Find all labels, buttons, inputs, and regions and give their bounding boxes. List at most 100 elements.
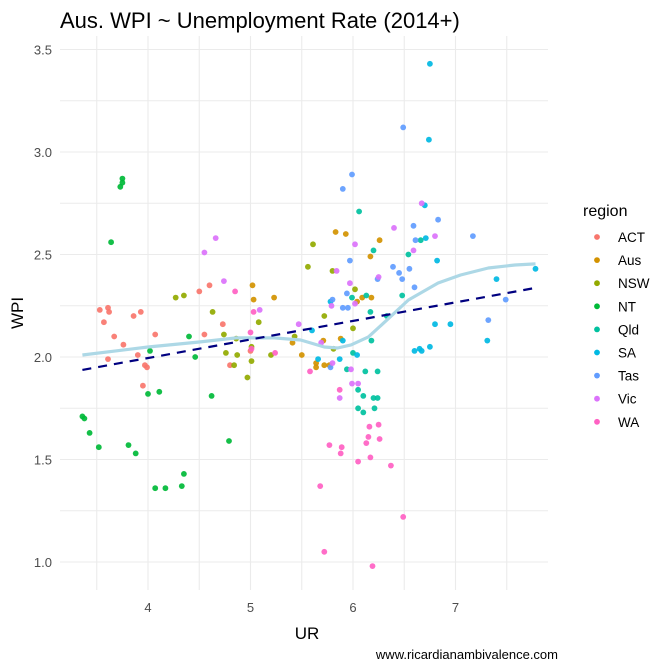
point-sa: [484, 337, 491, 344]
point-nsw: [310, 241, 316, 248]
point-nsw: [350, 325, 356, 332]
point-nt: [178, 483, 185, 489]
point-act: [196, 288, 203, 295]
x-tick-label: 6: [349, 600, 356, 615]
legend-item-wa: WA: [594, 415, 639, 430]
point-wa: [367, 454, 374, 461]
point-vic: [349, 380, 355, 387]
point-wa: [337, 450, 344, 457]
point-qld: [374, 368, 381, 375]
point-qld: [367, 309, 374, 315]
point-sa: [354, 352, 360, 358]
legend-label: NSW: [618, 276, 650, 291]
series-wa: [232, 288, 407, 569]
point-act: [140, 382, 146, 389]
point-nt: [147, 348, 153, 354]
x-tick-label: 7: [452, 600, 459, 615]
y-tick-label: 1.0: [34, 555, 52, 570]
point-tas: [406, 265, 413, 272]
legend: region ACT Aus NSW NT Qld SA Tas Vic WA: [583, 203, 650, 430]
point-wa: [338, 444, 345, 451]
point-nsw: [305, 263, 311, 270]
point-vic: [201, 249, 208, 256]
point-wa: [317, 483, 324, 489]
point-sa: [427, 60, 433, 67]
y-axis-ticks: 1.0 1.5 2.0 2.5 3.0 3.5: [34, 43, 52, 571]
point-sa: [418, 348, 425, 354]
point-wa: [376, 436, 383, 442]
point-tas: [344, 290, 350, 297]
point-tas: [396, 270, 402, 276]
point-nsw: [244, 374, 251, 381]
point-wa: [248, 345, 255, 352]
point-vic: [212, 235, 219, 242]
point-qld: [417, 237, 424, 244]
point-wa: [369, 563, 376, 569]
point-aus: [298, 352, 305, 358]
point-vic: [221, 278, 227, 284]
point-sa: [427, 343, 433, 350]
point-qld: [370, 395, 377, 401]
point-sa: [315, 356, 321, 362]
point-tas: [399, 276, 406, 282]
point-tas: [470, 233, 476, 240]
point-nt: [152, 485, 159, 492]
point-nsw: [248, 358, 255, 364]
point-sa: [422, 235, 429, 242]
point-qld: [405, 251, 412, 258]
point-qld: [344, 366, 350, 373]
point-nt: [86, 430, 93, 436]
legend-label: Tas: [618, 369, 639, 384]
legend-item-nsw: NSW: [594, 276, 650, 291]
point-wa: [366, 423, 373, 430]
point-qld: [368, 337, 375, 344]
legend-title: region: [583, 203, 627, 220]
point-vic: [336, 395, 343, 401]
point-sa: [426, 136, 432, 143]
point-nsw: [352, 286, 358, 293]
point-wa: [336, 386, 343, 393]
point-wa: [232, 288, 239, 295]
point-vic: [347, 280, 353, 287]
point-wa: [272, 350, 278, 356]
legend-label: ACT: [618, 230, 645, 245]
point-tas: [502, 296, 509, 303]
point-aus: [271, 294, 277, 301]
point-tas: [411, 284, 418, 291]
point-vic: [391, 225, 397, 231]
point-tas: [329, 296, 336, 303]
legend-item-qld: Qld: [594, 322, 639, 337]
y-tick-label: 3.5: [34, 43, 52, 58]
point-nt: [132, 450, 139, 457]
point-nt: [117, 183, 124, 190]
point-act: [227, 362, 233, 369]
point-sa: [447, 321, 454, 328]
point-nsw: [181, 292, 187, 299]
legend-item-act: ACT: [594, 230, 645, 245]
legend-key: [594, 395, 600, 402]
point-qld: [374, 395, 381, 401]
point-tas: [410, 222, 417, 229]
point-aus: [249, 282, 256, 289]
point-nsw: [209, 309, 216, 315]
point-vic: [418, 200, 425, 207]
point-nt: [125, 442, 132, 448]
point-aus: [342, 231, 349, 237]
point-nsw: [329, 268, 336, 274]
legend-label: Aus: [618, 253, 642, 268]
point-nsw: [255, 319, 262, 326]
point-sa: [434, 257, 440, 264]
point-act: [106, 309, 112, 315]
series-sa: [309, 60, 539, 362]
x-axis-ticks: 4 5 6 7: [144, 600, 459, 615]
point-sa: [336, 356, 343, 362]
legend-key: [594, 326, 600, 333]
series-vic: [201, 200, 438, 401]
point-wa: [363, 440, 370, 446]
legend-key: [594, 303, 600, 310]
point-tas: [435, 216, 441, 223]
point-tas: [347, 257, 353, 264]
legend-key: [594, 234, 600, 240]
point-vic: [328, 302, 335, 309]
